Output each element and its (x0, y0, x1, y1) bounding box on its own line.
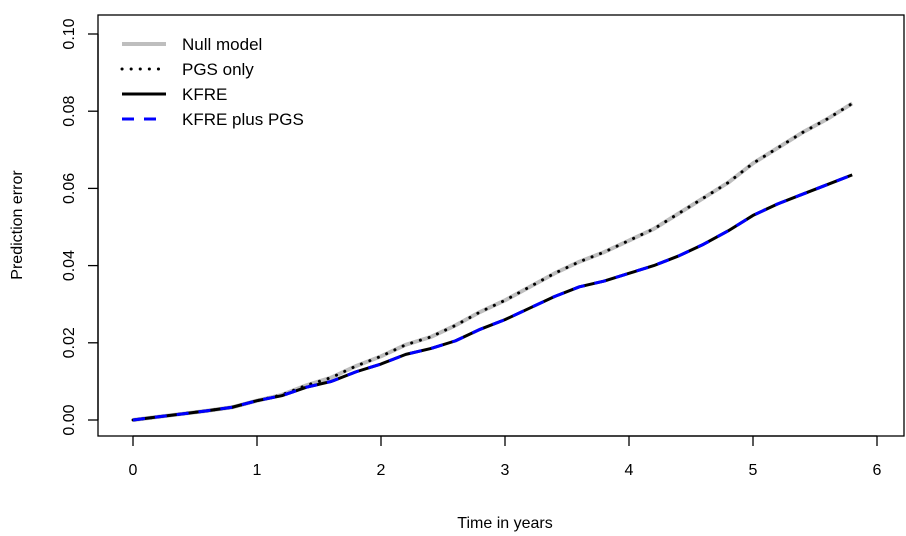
y-tick-label: 0.10 (61, 18, 78, 49)
x-tick-label: 1 (253, 462, 262, 479)
y-axis-label: Prediction error (9, 170, 26, 280)
y-axis: 0.00 0.02 0.04 0.06 0.08 0.10 (61, 18, 99, 436)
series-layer (131, 101, 854, 422)
legend-label: KFRE plus PGS (182, 110, 304, 129)
y-tick-label: 0.02 (61, 327, 78, 358)
x-axis: 0 1 2 3 4 5 6 (129, 435, 882, 479)
y-tick-label: 0.00 (61, 404, 78, 435)
x-tick-label: 6 (873, 462, 882, 479)
series-line-kfre-plus-pgs (132, 173, 853, 422)
series-line-pgs-only (131, 101, 854, 422)
legend-label: Null model (182, 35, 262, 54)
y-tick-label: 0.04 (61, 250, 78, 281)
y-tick-label: 0.08 (61, 96, 78, 127)
x-tick-label: 3 (501, 462, 510, 479)
x-tick-label: 4 (625, 462, 634, 479)
x-tick-label: 5 (749, 462, 758, 479)
y-tick-label: 0.06 (61, 173, 78, 204)
legend-label: PGS only (182, 60, 254, 79)
x-tick-label: 0 (129, 462, 138, 479)
series-line-kfre (132, 173, 853, 422)
x-axis-label: Time in years (457, 515, 552, 532)
x-tick-label: 2 (377, 462, 386, 479)
legend: Null model PGS only KFRE KFRE plus PGS (120, 35, 304, 129)
series-line-null-model (132, 101, 854, 422)
legend-label: KFRE (182, 85, 227, 104)
